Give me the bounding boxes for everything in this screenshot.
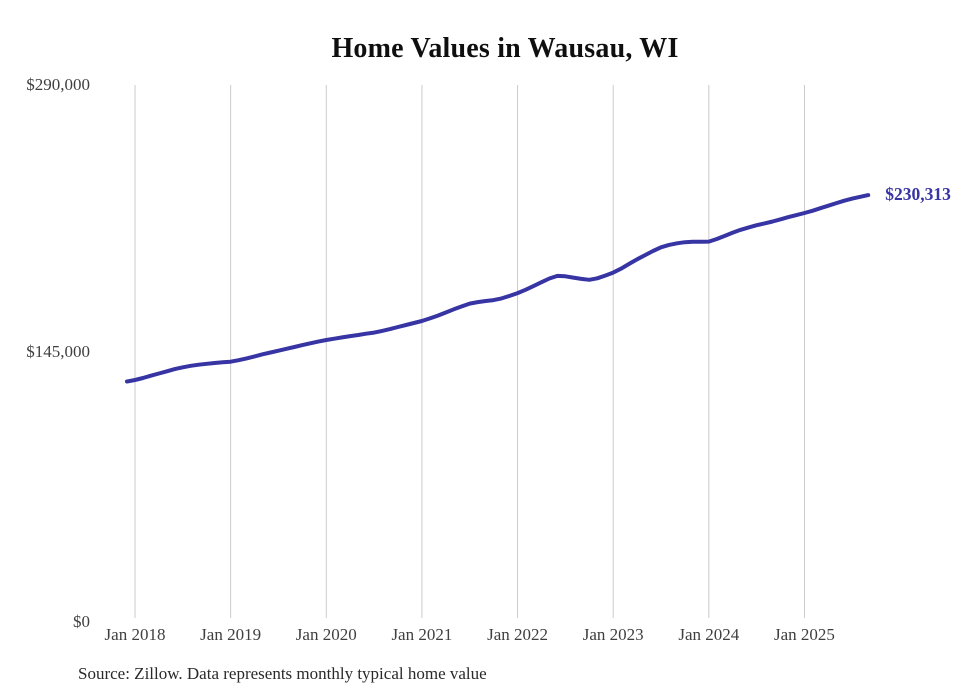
x-axis-tick-label: Jan 2021 bbox=[391, 625, 453, 644]
x-axis-tick-label: Jan 2020 bbox=[295, 625, 357, 644]
chart-title: Home Values in Wausau, WI bbox=[331, 33, 679, 64]
y-axis-tick-label-145000: $145,000 bbox=[26, 342, 90, 361]
x-axis-tick-label: Jan 2025 bbox=[774, 625, 835, 644]
y-axis-tick-label-0: $0 bbox=[73, 612, 90, 631]
source-note: Source: Zillow. Data represents monthly … bbox=[78, 664, 487, 683]
home-value-line-series bbox=[125, 193, 871, 384]
latest-value-label: $230,313 bbox=[885, 184, 951, 205]
x-axis-tick-label: Jan 2024 bbox=[678, 625, 740, 644]
x-axis-tick-label: Jan 2019 bbox=[200, 625, 262, 644]
x-axis-tick-label: Jan 2022 bbox=[487, 625, 548, 644]
y-axis-tick-label-290000: $290,000 bbox=[26, 75, 90, 94]
x-axis-tick-label: Jan 2018 bbox=[104, 625, 166, 644]
x-axis-tick-label: Jan 2023 bbox=[582, 625, 644, 644]
